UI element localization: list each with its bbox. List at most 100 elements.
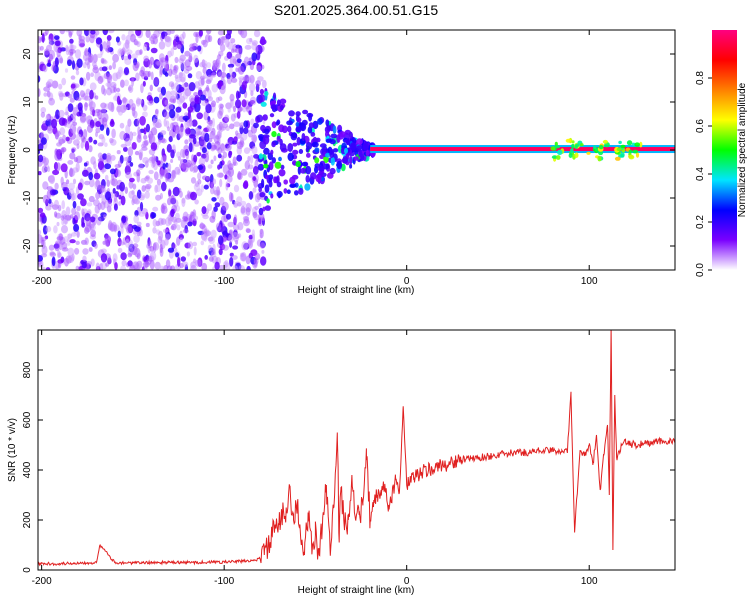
spectrogram-point [184, 117, 188, 122]
spectrogram-point [70, 112, 76, 120]
spectrogram-point [297, 166, 302, 175]
spectrogram-point [258, 207, 264, 216]
spectrogram-point [152, 219, 158, 227]
spectrogram-point [231, 48, 235, 53]
spectrogram-point [311, 141, 319, 148]
spectrogram-point [74, 49, 82, 59]
spectrogram-point [188, 82, 196, 92]
spectrogram-point [50, 174, 55, 184]
spectrogram-point [75, 70, 80, 76]
spectrogram-point [593, 145, 597, 149]
spectrogram-point [248, 82, 256, 93]
spectrogram-point [102, 30, 109, 36]
spectrogram-point [122, 97, 127, 103]
spectrogram-point [125, 160, 131, 168]
spectrogram-point [167, 126, 171, 132]
spectrogram-point [93, 199, 100, 207]
spectrogram-point [349, 142, 357, 151]
spectrogram-point [164, 64, 170, 72]
spectrogram-point [100, 253, 108, 263]
spectrogram-point [235, 67, 239, 73]
spectrogram-point [145, 222, 150, 228]
spectrogram-point [283, 179, 289, 185]
spectrogram-point [237, 170, 242, 180]
spectrogram-point [130, 33, 136, 43]
spectrogram-point [281, 125, 288, 134]
spectrogram-point [175, 252, 180, 258]
spectrogram-point [71, 45, 77, 50]
spectrogram-point [213, 206, 218, 212]
spectrogram-point [69, 167, 73, 177]
spectrogram-point [108, 256, 112, 265]
spectrogram-point [279, 98, 287, 105]
spectrogram-point [137, 252, 142, 258]
spectrogram-point [196, 112, 203, 120]
spectrogram-point [162, 163, 166, 170]
spectrogram-point [244, 44, 252, 50]
spectrogram-point [143, 43, 148, 52]
spectrogram-point [180, 148, 185, 158]
spectrogram-point [127, 252, 133, 258]
spectrogram-point [227, 63, 235, 68]
spectrogram-y-ticks: -20 -10 0 10 20 [22, 48, 675, 253]
spectrogram-point [110, 154, 116, 161]
spectrogram-point [264, 205, 271, 211]
spectrogram-point [286, 120, 293, 126]
spectrogram-point [67, 93, 73, 99]
spectrogram-point [201, 147, 207, 154]
spectrogram-point [38, 149, 41, 155]
spectrogram-point [233, 200, 240, 207]
spectrogram-point [634, 142, 640, 147]
spectrogram-point [67, 103, 74, 113]
spectrogram-point [102, 117, 108, 127]
spectrogram-point [144, 191, 150, 199]
spectrogram-point [226, 175, 233, 183]
spectrogram-point [231, 232, 239, 238]
spectrogram-point [195, 33, 199, 44]
spectrogram-point [38, 88, 41, 97]
spectrogram-point [123, 67, 130, 76]
spectrogram-point [232, 156, 237, 166]
spectrogram-point [124, 79, 129, 87]
spectrogram-point [571, 140, 575, 144]
spectrogram-point [235, 130, 239, 136]
spectrogram-point [82, 169, 89, 177]
spectrogram-point [193, 246, 197, 256]
spectrogram-point [574, 152, 579, 158]
spectrogram-point [318, 165, 325, 172]
spectrogram-point [51, 118, 58, 129]
spectrogram-point [243, 120, 249, 128]
spectrogram-point [39, 45, 44, 51]
spectrogram-point [54, 57, 59, 67]
spectrogram-point [234, 47, 242, 54]
spectrogram-point [47, 166, 51, 173]
spectrogram-point [186, 190, 191, 199]
spectrogram-point [86, 202, 93, 207]
spectrogram-point [153, 76, 159, 86]
spectrogram-point [139, 49, 143, 55]
spectrogram-point [132, 62, 139, 72]
spectrogram-point [70, 83, 76, 89]
spectrogram-point [124, 186, 128, 194]
spectrogram-point [260, 101, 267, 107]
spectrogram-point [120, 79, 125, 88]
spectrogram-point [253, 30, 261, 38]
spectrogram-point [145, 30, 151, 38]
snr-y-tick-label: 200 [22, 511, 33, 528]
spectrogram-point [210, 72, 217, 78]
spectrogram-point [229, 93, 235, 102]
spectrogram-point [300, 167, 307, 174]
spectrogram-point [252, 176, 256, 182]
spectrogram-point [41, 33, 45, 43]
spectrogram-point [620, 154, 625, 157]
spectrogram-point [276, 190, 283, 198]
spectrogram-point [52, 169, 60, 176]
spectrogram-point [211, 197, 217, 202]
spectrogram-point [182, 102, 188, 109]
spectrogram-point [70, 193, 75, 201]
spectrogram-point [219, 178, 223, 188]
spectrogram-point [301, 133, 306, 141]
spectrogram-point [140, 177, 147, 184]
spectrogram-point [90, 72, 94, 77]
spectrogram-point [150, 127, 158, 136]
